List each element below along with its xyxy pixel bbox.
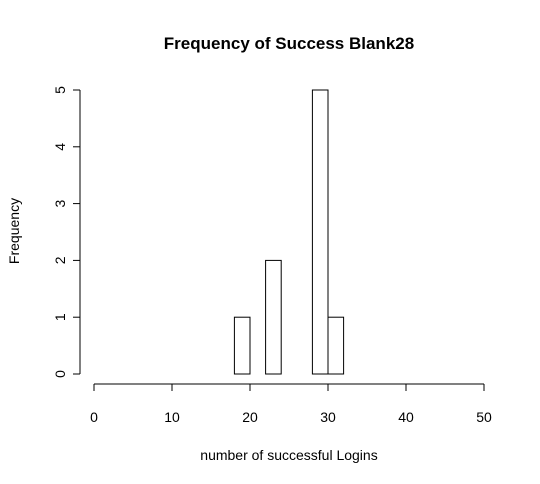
histogram-bar-5	[311, 89, 329, 375]
y-tick-label-1: 1	[52, 313, 68, 321]
x-axis-label: number of successful Logins	[200, 447, 377, 463]
histogram-bar-2	[265, 259, 282, 375]
y-tick-label-5: 5	[52, 86, 68, 94]
x-tick-label-4: 40	[398, 409, 414, 425]
y-tick-label-3: 3	[52, 199, 68, 207]
x-tick-label-1: 10	[164, 409, 180, 425]
y-tick-label-4: 4	[52, 143, 68, 151]
histogram-bar-0	[233, 316, 251, 375]
x-axis: 0 10 20 30 40 50	[90, 383, 492, 425]
y-tick-label-2: 2	[52, 256, 68, 264]
bars-group	[233, 89, 345, 375]
histogram-bar-6	[327, 316, 345, 375]
x-tick-label-3: 30	[320, 409, 336, 425]
y-axis: 0 1 2 3 4 5	[52, 86, 81, 378]
x-tick-label-0: 0	[90, 409, 98, 425]
y-tick-label-0: 0	[52, 370, 68, 378]
x-tick-label-2: 20	[242, 409, 258, 425]
chart-title: Frequency of Success Blank28	[164, 34, 414, 53]
y-axis-label: Frequency	[6, 198, 22, 264]
x-tick-label-5: 50	[476, 409, 492, 425]
